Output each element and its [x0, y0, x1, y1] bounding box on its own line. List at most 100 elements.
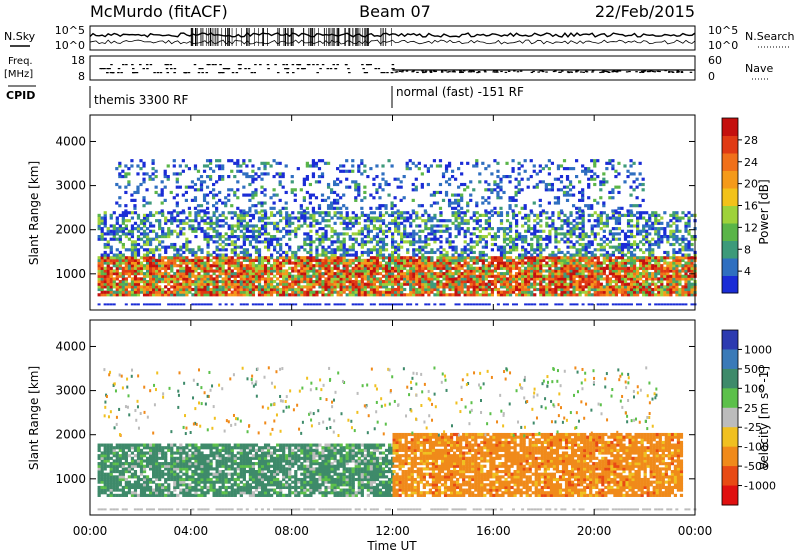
power-cell — [100, 293, 104, 297]
power-cell — [533, 229, 537, 233]
power-cell — [306, 282, 310, 286]
power-cell — [282, 269, 286, 273]
power-cell — [224, 293, 228, 297]
power-cell — [536, 258, 540, 262]
power-cell — [593, 266, 597, 270]
power-cell — [218, 266, 222, 270]
power-cell — [315, 211, 319, 215]
power-cell — [654, 287, 658, 292]
power-cell — [118, 227, 122, 231]
power-cell — [188, 248, 192, 252]
power-cell — [626, 282, 631, 286]
power-cell — [112, 282, 116, 286]
power-cell — [133, 204, 137, 208]
power-cell — [560, 224, 564, 228]
power-cell — [403, 287, 407, 292]
power-cell — [199, 180, 204, 184]
power-cell — [569, 272, 573, 276]
power-cell — [109, 229, 113, 233]
power-cell — [197, 280, 201, 284]
power-cell — [254, 240, 259, 244]
power-cell — [623, 269, 628, 273]
power-cell — [593, 248, 597, 252]
power-cell — [127, 256, 132, 260]
power-cell — [669, 261, 673, 265]
power-cell — [566, 282, 570, 286]
power-cell — [445, 219, 449, 223]
freq-mark — [334, 68, 338, 70]
power-cell — [273, 221, 277, 225]
power-cell — [418, 229, 422, 233]
power-cell — [539, 213, 543, 217]
power-cell — [294, 264, 298, 268]
power-cell — [418, 248, 422, 252]
power-cell — [330, 256, 334, 260]
power-cell — [176, 219, 180, 223]
power-cell — [375, 266, 380, 270]
power-cell — [478, 280, 482, 284]
power-cell — [424, 242, 428, 247]
freq-mark — [398, 70, 402, 72]
power-cell — [490, 290, 495, 294]
power-cell — [381, 253, 386, 257]
power-cell — [418, 293, 422, 297]
power-cell — [167, 211, 171, 215]
power-cell — [139, 287, 144, 292]
power-cell — [145, 213, 150, 217]
power-cell — [651, 224, 655, 228]
power-cell — [300, 264, 304, 268]
power-cell — [663, 269, 667, 273]
power-cell — [366, 213, 370, 217]
power-cell — [354, 256, 358, 260]
power-cell — [481, 277, 485, 281]
power-cell — [351, 245, 355, 249]
power-cell — [155, 274, 159, 278]
power-cell — [557, 213, 561, 217]
power-cell — [279, 253, 283, 257]
power-cell — [233, 258, 237, 262]
power-cell — [260, 258, 265, 262]
power-cell — [484, 264, 488, 268]
power-cell — [660, 221, 664, 225]
power-cell — [397, 272, 401, 276]
power-cell — [439, 264, 443, 268]
power-cell — [466, 253, 470, 257]
power-cell — [106, 232, 110, 236]
power-cell — [170, 285, 174, 289]
power-cell — [629, 245, 634, 249]
power-cell — [551, 282, 555, 286]
power-cell — [466, 261, 470, 265]
power-cell — [336, 248, 340, 252]
power-cell — [448, 232, 452, 236]
power-cell — [315, 229, 319, 233]
power-cell — [212, 290, 216, 294]
power-cell — [433, 232, 437, 236]
power-cell — [505, 232, 510, 236]
freq-mark — [211, 64, 215, 66]
freq-mark — [519, 70, 523, 72]
power-cell — [342, 253, 346, 257]
power-cell — [158, 224, 162, 228]
power-cell — [657, 242, 661, 247]
power-cell — [654, 258, 658, 262]
power-cell — [496, 290, 501, 294]
power-cell — [593, 211, 597, 215]
power-cell — [230, 285, 234, 289]
power-cell — [266, 245, 271, 249]
power-cell — [645, 219, 649, 223]
power-cell — [611, 269, 616, 273]
power-cell — [303, 280, 307, 284]
power-cell — [121, 287, 125, 292]
freq-mark — [285, 64, 289, 66]
power-cell — [575, 248, 579, 252]
power-cell — [100, 219, 104, 223]
power-cell — [348, 235, 352, 239]
power-cell — [578, 227, 582, 231]
power-cell — [384, 266, 389, 270]
power-cell — [158, 211, 162, 215]
power-cell — [690, 256, 694, 260]
power-cell — [333, 272, 337, 276]
power-cell — [109, 290, 113, 294]
power-cell — [384, 293, 389, 297]
power-cell — [403, 282, 407, 286]
